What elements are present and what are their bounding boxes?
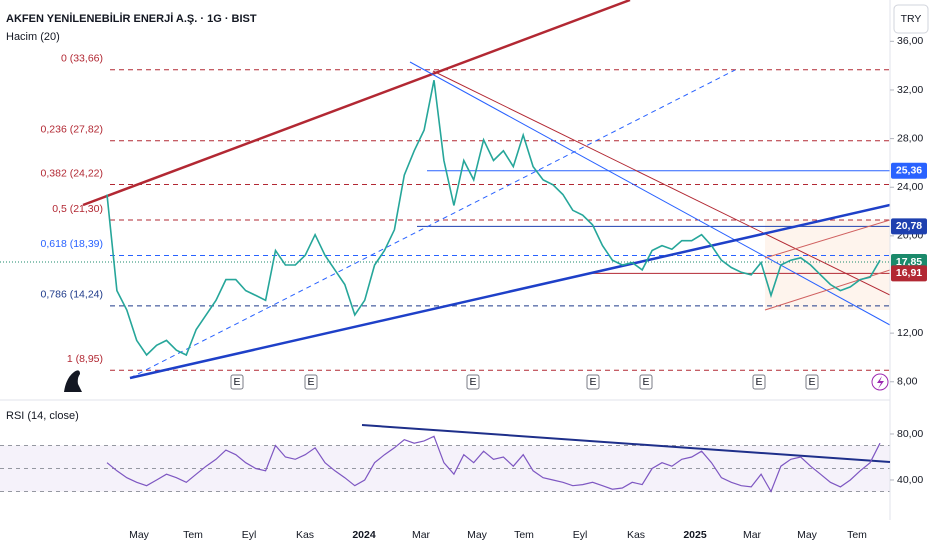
event-badge — [752, 374, 766, 390]
rsi-band — [0, 445, 890, 492]
x-tick-label: Kas — [627, 529, 645, 541]
trend-line — [432, 70, 891, 296]
x-tick-label: May — [797, 529, 818, 541]
under-layer — [0, 69, 890, 492]
y-tick-label: 28,00 — [897, 132, 923, 144]
price-badge — [891, 218, 927, 235]
y-tick-label: 40,00 — [897, 474, 923, 486]
fib-label: 0,786 (14,24) — [41, 289, 103, 301]
x-tick-label: Tem — [183, 529, 203, 541]
x-tick-label: Tem — [514, 529, 534, 541]
event-badge — [466, 374, 480, 390]
price-badge — [891, 265, 927, 282]
event-badge — [805, 374, 819, 390]
event-badge — [304, 374, 318, 390]
y-tick-label: 24,00 — [897, 181, 923, 193]
event-label: E — [469, 376, 476, 388]
fib-label: 0,5 (21,30) — [52, 203, 103, 215]
fib-label: 1 (8,95) — [67, 353, 103, 365]
rsi-trend-line — [361, 424, 891, 463]
price-badge-label: 16,91 — [896, 267, 922, 279]
x-tick-label: 2024 — [352, 529, 376, 541]
event-label: E — [307, 376, 314, 388]
y-tick-label: 32,00 — [897, 84, 923, 96]
fib-label: 0 (33,66) — [61, 53, 103, 65]
currency-button[interactable] — [893, 4, 929, 34]
fib-label: 0,382 (24,22) — [41, 167, 103, 179]
x-tick-label: Mar — [412, 529, 431, 541]
x-tick-label: 2025 — [683, 529, 707, 541]
price-badge — [891, 162, 927, 179]
channel-fill — [765, 220, 890, 310]
fib-label: 0,236 (27,82) — [41, 124, 103, 136]
trend-line — [409, 61, 891, 326]
x-tick-label: Mar — [743, 529, 762, 541]
event-label: E — [755, 376, 762, 388]
fib-label: 0,618 (18,39) — [41, 238, 103, 250]
event-label: E — [233, 376, 240, 388]
event-label: E — [589, 376, 596, 388]
trend-line — [129, 203, 891, 380]
logo — [64, 370, 82, 392]
title: AKFEN YENİLENEBİLİR ENERJİ A.Ş. · 1G · B… — [6, 12, 257, 25]
x-tick-label: Eyl — [573, 529, 588, 541]
x-tick-label: May — [467, 529, 488, 541]
y-tick-label: 8,00 — [897, 376, 918, 388]
channel-line — [764, 219, 891, 259]
price-badge-label: 20,78 — [896, 220, 922, 232]
event-label: E — [808, 376, 815, 388]
event-badge — [230, 374, 244, 390]
y-tick-label: 80,00 — [897, 428, 923, 440]
y-tick-label: 12,00 — [897, 327, 923, 339]
x-tick-label: Tem — [847, 529, 867, 541]
event-badge — [586, 374, 600, 390]
rsi-line — [106, 435, 881, 493]
trend-line — [82, 0, 631, 207]
y-tick-label: 36,00 — [897, 35, 923, 47]
volume-label: Hacim (20) — [6, 31, 60, 43]
event-label: E — [642, 376, 649, 388]
price-badge-label: 25,36 — [896, 164, 922, 176]
alert-bolt — [877, 376, 884, 389]
price-line — [106, 80, 881, 357]
event-badge — [639, 374, 653, 390]
currency: TRY — [901, 13, 922, 25]
x-tick-label: Eyl — [242, 529, 257, 541]
x-tick-label: Kas — [296, 529, 314, 541]
x-tick-label: May — [129, 529, 150, 541]
rsi-label: RSI (14, close) — [6, 410, 79, 422]
price-badge-label: 17,85 — [896, 256, 922, 268]
